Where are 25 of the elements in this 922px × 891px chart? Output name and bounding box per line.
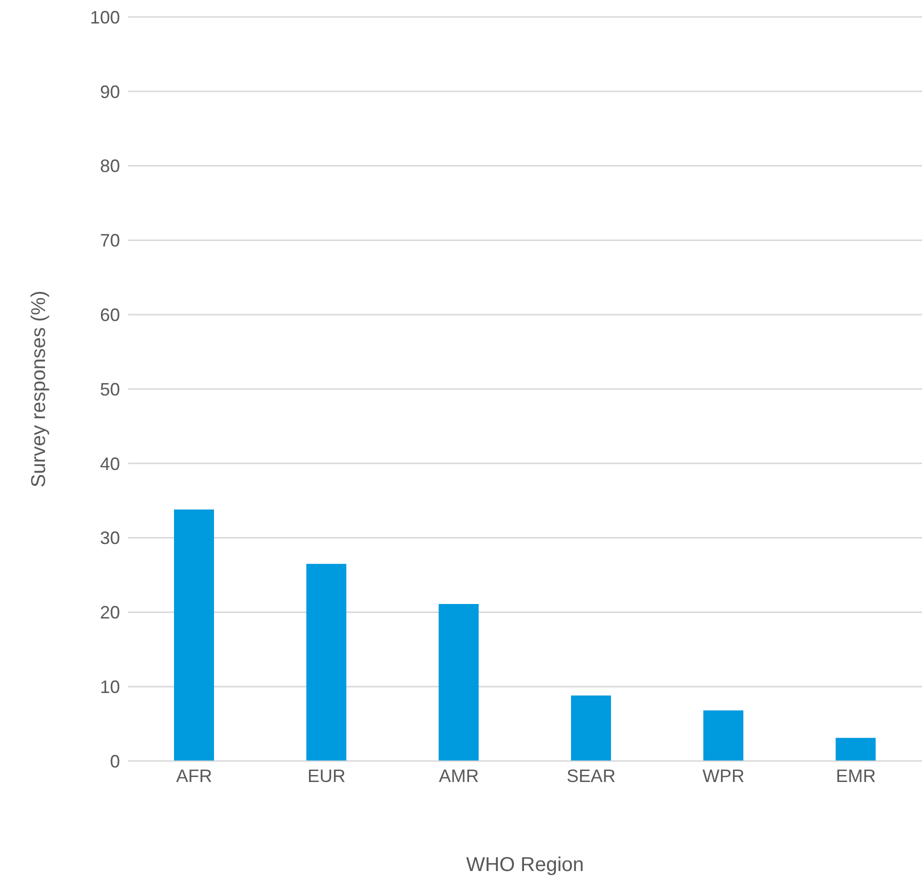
y-tick-label: 70 (100, 230, 120, 251)
y-tick-label: 30 (100, 528, 120, 548)
y-axis-title: Survey responses (%) (28, 290, 50, 488)
x-tick-label: AFR (176, 766, 212, 786)
x-axis-title: WHO Region (466, 854, 584, 876)
bar (306, 564, 346, 761)
x-tick-label: SEAR (566, 766, 616, 786)
y-tick-label: 20 (100, 602, 120, 623)
y-tick-label: 50 (100, 379, 120, 400)
x-tick-label: WPR (702, 766, 744, 786)
y-tick-label: 80 (100, 156, 120, 176)
y-tick-label: 10 (100, 676, 120, 697)
bar (703, 710, 744, 761)
y-tick-label: 40 (100, 454, 120, 474)
x-tick-label: EMR (836, 766, 876, 786)
bar (836, 738, 876, 761)
x-tick-label: EUR (307, 766, 346, 786)
y-tick-label: 60 (100, 304, 120, 325)
y-tick-label: 0 (110, 751, 120, 772)
bar (571, 696, 611, 761)
y-tick-label: 100 (90, 7, 120, 28)
x-tick-label: AMR (438, 766, 479, 786)
bar (174, 510, 214, 761)
y-tick-label: 90 (100, 82, 120, 102)
bar (438, 604, 479, 761)
